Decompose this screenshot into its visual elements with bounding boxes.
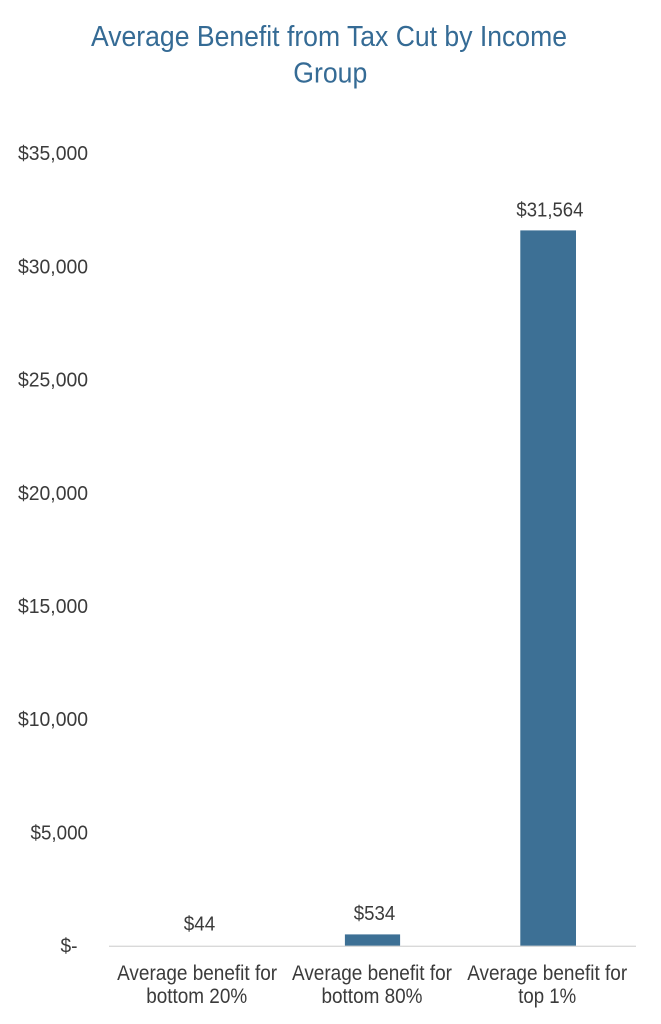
svg-text:top 1%: top 1% <box>518 985 576 1008</box>
svg-text:Average benefit for: Average benefit for <box>292 962 452 985</box>
svg-text:bottom 80%: bottom 80% <box>322 985 423 1008</box>
svg-text:$15,000: $15,000 <box>18 596 88 618</box>
svg-text:Average benefit for: Average benefit for <box>117 962 277 985</box>
svg-text:Average benefit for: Average benefit for <box>467 962 627 985</box>
svg-text:Group: Group <box>293 58 367 90</box>
svg-text:$5,000: $5,000 <box>31 823 89 845</box>
svg-text:$534: $534 <box>354 903 396 925</box>
svg-text:bottom 20%: bottom 20% <box>146 985 247 1008</box>
svg-text:$30,000: $30,000 <box>18 256 88 278</box>
svg-text:$10,000: $10,000 <box>18 709 88 731</box>
svg-text:$44: $44 <box>184 914 216 936</box>
svg-text:$25,000: $25,000 <box>18 370 88 392</box>
svg-text:$31,564: $31,564 <box>516 199 583 221</box>
svg-text:Average Benefit from Tax Cut b: Average Benefit from Tax Cut by Income <box>91 21 567 53</box>
svg-text:$20,000: $20,000 <box>18 483 88 505</box>
svg-text:$-: $- <box>61 936 78 958</box>
svg-text:$35,000: $35,000 <box>18 143 88 165</box>
